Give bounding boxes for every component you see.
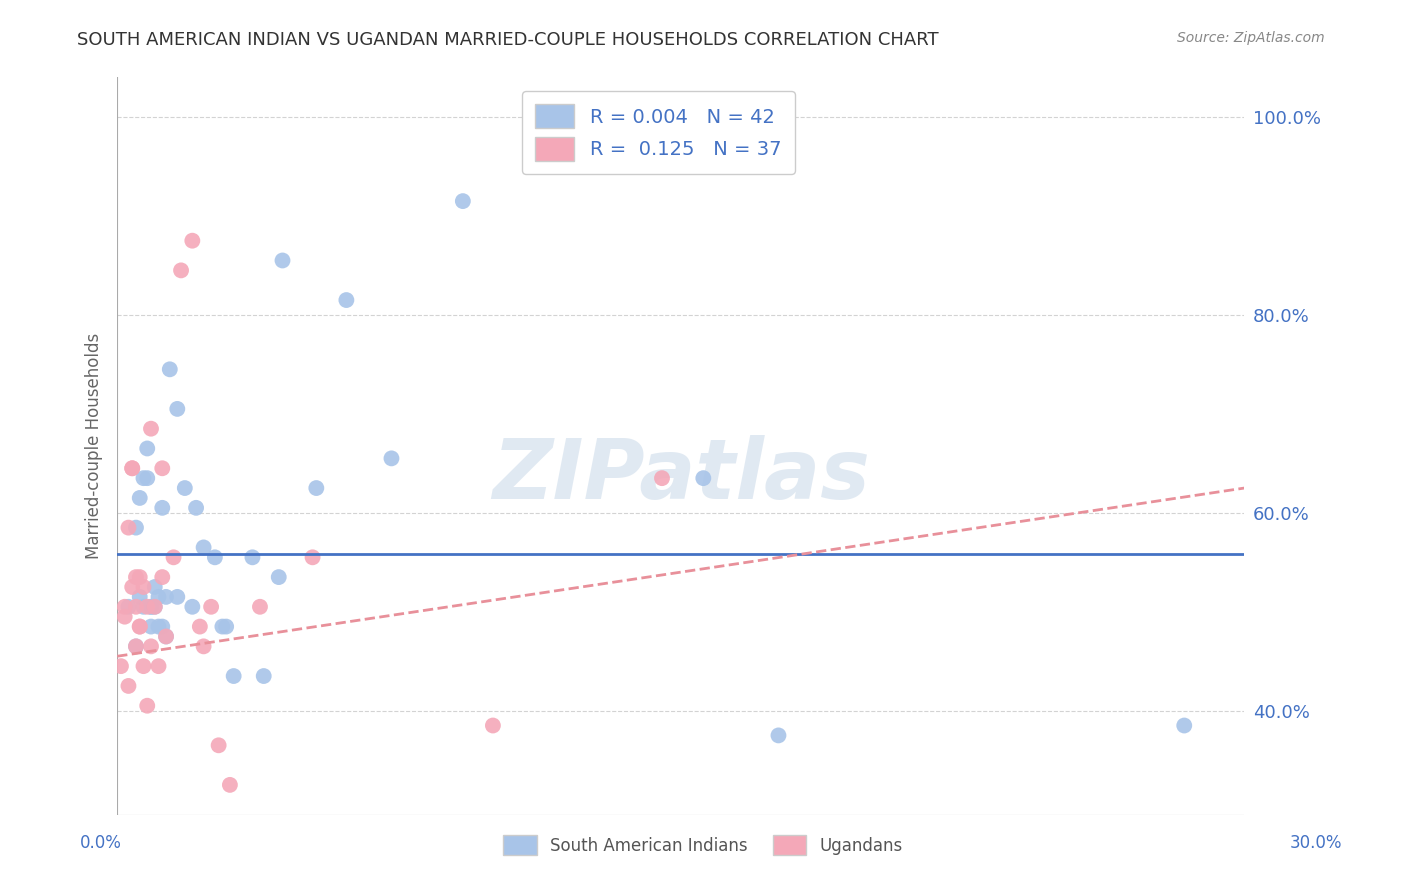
Point [211,619,233,633]
Point [155,630,177,644]
Point [150,619,173,633]
Point [136,442,159,456]
Point [242,550,264,565]
Point [162,550,184,565]
Point [335,293,357,307]
Point [301,550,323,565]
Point [482,718,505,732]
Point [148,590,170,604]
Point [143,599,166,614]
Point [117,521,139,535]
Point [173,481,195,495]
Point [249,599,271,614]
Point [181,234,204,248]
Point [267,570,290,584]
Text: 0.0%: 0.0% [80,834,122,852]
Point [125,640,148,654]
Point [136,599,159,614]
Point [148,619,170,633]
Point [188,619,211,633]
Point [121,461,143,475]
Y-axis label: Married-couple Households: Married-couple Households [86,333,103,559]
Point [143,580,166,594]
Point [193,640,215,654]
Point [159,362,181,376]
Point [139,422,162,436]
Point [155,630,177,644]
Point [121,461,143,475]
Point [128,590,150,604]
Point [128,570,150,584]
Point [132,580,155,594]
Point [219,778,242,792]
Point [170,263,193,277]
Point [155,590,177,604]
Point [208,739,231,753]
Point [150,461,173,475]
Point [125,521,148,535]
Point [132,659,155,673]
Text: 30.0%: 30.0% [1289,834,1343,852]
Point [166,401,188,416]
Point [117,679,139,693]
Point [253,669,276,683]
Point [125,599,148,614]
Point [305,481,328,495]
Point [128,619,150,633]
Point [148,659,170,673]
Legend: R = 0.004   N = 42, R =  0.125   N = 37: R = 0.004 N = 42, R = 0.125 N = 37 [522,91,794,174]
Point [128,491,150,505]
Point [380,451,402,466]
Point [117,599,139,614]
Point [222,669,245,683]
Point [121,580,143,594]
Point [132,471,155,485]
Point [150,570,173,584]
Point [132,599,155,614]
Text: Source: ZipAtlas.com: Source: ZipAtlas.com [1177,31,1324,45]
Point [204,550,226,565]
Point [125,570,148,584]
Point [768,728,790,742]
Point [1173,718,1195,732]
Point [150,500,173,515]
Text: SOUTH AMERICAN INDIAN VS UGANDAN MARRIED-COUPLE HOUSEHOLDS CORRELATION CHART: SOUTH AMERICAN INDIAN VS UGANDAN MARRIED… [77,31,939,49]
Point [184,500,207,515]
Point [110,659,132,673]
Point [125,640,148,654]
Point [139,599,162,614]
Point [114,609,136,624]
Point [128,619,150,633]
Point [692,471,714,485]
Point [200,599,222,614]
Point [143,599,166,614]
Point [139,640,162,654]
Point [271,253,294,268]
Point [193,541,215,555]
Point [139,599,162,614]
Point [114,599,136,614]
Point [181,599,204,614]
Point [166,590,188,604]
Point [139,619,162,633]
Legend: South American Indians, Ugandans: South American Indians, Ugandans [496,829,910,862]
Point [651,471,673,485]
Point [215,619,238,633]
Point [136,471,159,485]
Point [451,194,474,208]
Text: ZIPatlas: ZIPatlas [492,435,870,516]
Point [136,698,159,713]
